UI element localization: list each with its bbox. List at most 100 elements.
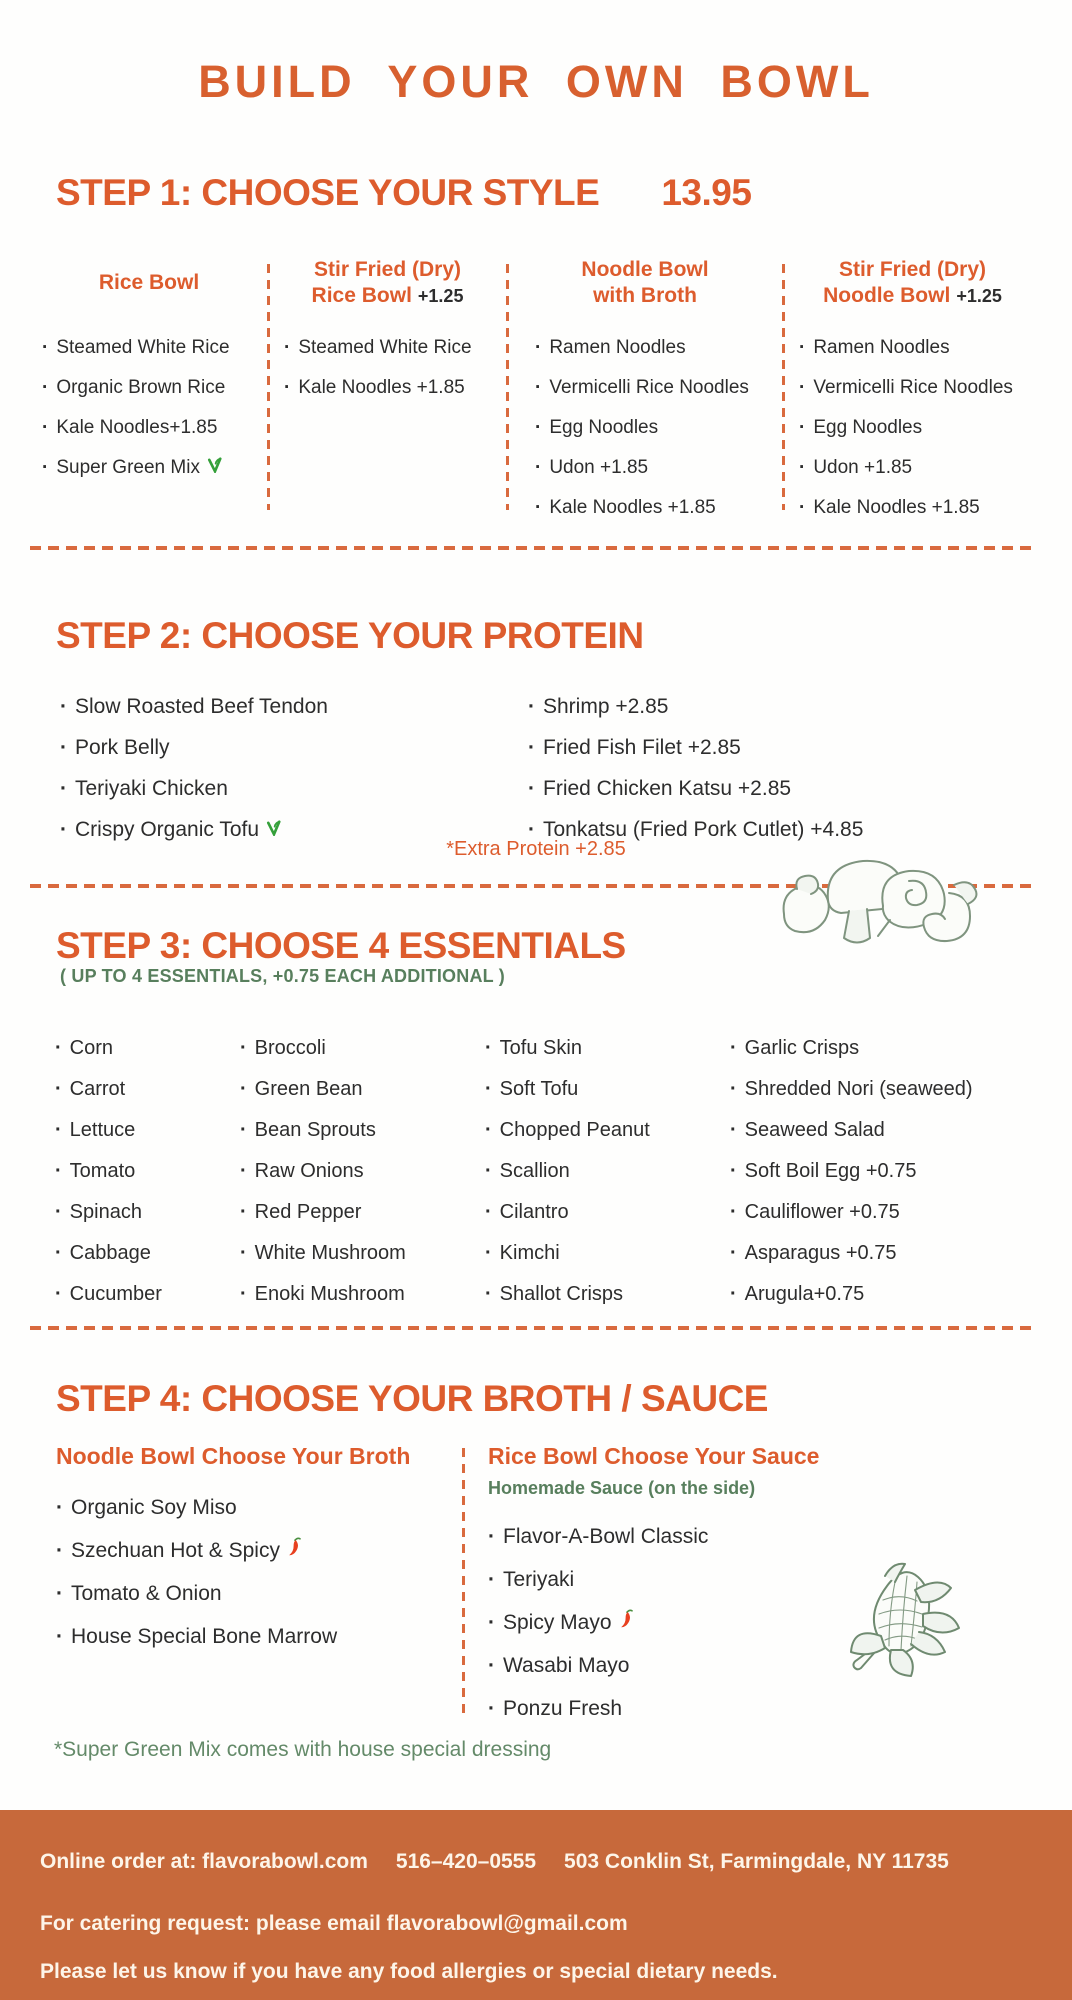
- menu-item: · Tomato: [55, 1151, 240, 1192]
- bullet-dot: ·: [528, 695, 535, 718]
- menu-item: · Kale Noodles+1.85: [42, 408, 268, 448]
- bullet-dot: ·: [56, 1582, 63, 1605]
- menu-item-label: Spinach: [69, 1201, 142, 1223]
- menu-item: · Asparagus +0.75: [730, 1233, 1040, 1274]
- bullet-dot: ·: [730, 1283, 737, 1305]
- menu-item-label: Organic Soy Miso: [71, 1496, 237, 1519]
- menu-item: · Shrimp +2.85: [528, 686, 1020, 727]
- menu-item-label: Ramen Noodles: [813, 337, 950, 358]
- step1-heading: STEP 1: CHOOSE YOUR STYLE 13.95: [56, 172, 752, 214]
- menu-item-label: Cilantro: [499, 1201, 569, 1223]
- bullet-dot: ·: [240, 1283, 247, 1305]
- menu-item-label: Vermicelli Rice Noodles: [549, 377, 749, 398]
- bullet-dot: ·: [42, 417, 49, 438]
- bullet-dot: ·: [485, 1201, 492, 1223]
- menu-item: · Soft Tofu: [485, 1069, 730, 1110]
- bullet-dot: ·: [488, 1525, 495, 1548]
- menu-item: · Tomato & Onion: [56, 1572, 451, 1615]
- menu-item-label: Asparagus +0.75: [744, 1242, 897, 1264]
- bullet-dot: ·: [55, 1037, 62, 1059]
- style-items-list: · Ramen Noodles · Vermicelli Rice Noodles · E…: [507, 328, 783, 528]
- menu-item-label: White Mushroom: [254, 1242, 406, 1264]
- bullet-dot: ·: [799, 377, 806, 398]
- menu-item: · Organic Brown Rice: [42, 368, 268, 408]
- broth-column-title: Noodle Bowl Choose Your Broth: [56, 1443, 411, 1469]
- menu-item: · Vermicelli Rice Noodles: [799, 368, 1042, 408]
- step2-heading: STEP 2: CHOOSE YOUR PROTEIN: [56, 615, 644, 656]
- bullet-dot: ·: [799, 457, 806, 478]
- step1-base-price: 13.95: [661, 172, 752, 213]
- footer-catering-line: For catering request: please email flavo…: [40, 1912, 628, 1935]
- bullet-dot: ·: [528, 818, 535, 841]
- menu-item-label: Bean Sprouts: [254, 1119, 376, 1141]
- menu-item: · Lettuce: [55, 1110, 240, 1151]
- menu-item: · Ponzu Fresh: [488, 1687, 908, 1730]
- menu-item-label: Steamed White Rice: [298, 337, 472, 358]
- menu-item-label: Chopped Peanut: [499, 1119, 650, 1141]
- page-title: BUILD YOUR OWN BOWL: [198, 56, 874, 107]
- bullet-dot: ·: [284, 337, 291, 358]
- menu-item: · Bean Sprouts: [240, 1110, 485, 1151]
- menu-item: · Wasabi Mayo: [488, 1644, 908, 1687]
- bullet-dot: ·: [535, 337, 542, 358]
- menu-item-label: Kimchi: [499, 1242, 560, 1264]
- bullet-dot: ·: [488, 1697, 495, 1720]
- bullet-dot: ·: [485, 1037, 492, 1059]
- corn-illustration: [845, 1556, 973, 1689]
- bullet-dot: ·: [55, 1242, 62, 1264]
- bullet-dot: ·: [799, 417, 806, 438]
- vegetarian-icon: [266, 809, 282, 850]
- menu-item: · Slow Roasted Beef Tendon: [60, 686, 528, 727]
- bullet-dot: ·: [485, 1242, 492, 1264]
- menu-item-label: Ponzu Fresh: [503, 1697, 623, 1720]
- section-divider: [30, 1326, 1038, 1330]
- menu-item: · Fried Chicken Katsu +2.85: [528, 768, 1020, 809]
- menu-item-label: Udon +1.85: [813, 457, 913, 478]
- extra-protein-note: *Extra Protein +2.85: [446, 838, 626, 860]
- bullet-dot: ·: [240, 1201, 247, 1223]
- bullet-dot: ·: [488, 1568, 495, 1591]
- menu-item-label: Enoki Mushroom: [254, 1283, 405, 1305]
- menu-item-label: Green Bean: [254, 1078, 363, 1100]
- protein-options: · Slow Roasted Beef Tendon · Pork Belly · Ter…: [60, 686, 1020, 850]
- bullet-dot: ·: [730, 1160, 737, 1182]
- style-title-line1: Noodle Bowl: [581, 258, 709, 282]
- menu-item-label: Cauliflower +0.75: [744, 1201, 900, 1223]
- bullet-dot: ·: [488, 1654, 495, 1677]
- menu-item-label: Fried Chicken Katsu +2.85: [543, 777, 792, 800]
- menu-item-label: Fried Fish Filet +2.85: [543, 736, 741, 759]
- menu-item-label: Kale Noodles +1.85: [813, 497, 980, 518]
- menu-item: · Spinach: [55, 1192, 240, 1233]
- bullet-dot: ·: [60, 736, 67, 759]
- style-title-price: +1.25: [417, 286, 464, 306]
- menu-item: · Teriyaki Chicken: [60, 768, 528, 809]
- menu-item: · Cauliflower +0.75: [730, 1192, 1040, 1233]
- menu-item: · Tonkatsu (Fried Pork Cutlet) +4.85: [528, 809, 1020, 850]
- sauce-column-title: Rice Bowl Choose Your Sauce: [488, 1443, 820, 1469]
- menu-item-label: Teriyaki Chicken: [75, 777, 228, 800]
- menu-item: · Green Bean: [240, 1069, 485, 1110]
- menu-item: · Egg Noodles: [535, 408, 783, 448]
- section-divider: [30, 884, 1038, 888]
- bullet-dot: ·: [240, 1160, 247, 1182]
- bullet-dot: ·: [535, 417, 542, 438]
- menu-item-label: Raw Onions: [254, 1160, 364, 1182]
- menu-item-label: Wasabi Mayo: [503, 1654, 630, 1677]
- bullet-dot: ·: [240, 1037, 247, 1059]
- menu-item: · Flavor-A-Bowl Classic: [488, 1515, 908, 1558]
- menu-item: · Teriyaki: [488, 1558, 908, 1601]
- super-green-mix-footnote: *Super Green Mix comes with house specia…: [54, 1738, 552, 1761]
- menu-item-label: Kale Noodles +1.85: [298, 377, 465, 398]
- essentials-grid: · Corn · Carrot · Lettuce · Tomato · Spinach · Cabb…: [55, 1028, 1040, 1315]
- menu-item: · Corn: [55, 1028, 240, 1069]
- menu-item-label: Scallion: [499, 1160, 570, 1182]
- menu-item-label: Arugula+0.75: [744, 1283, 865, 1305]
- menu-item: · Soft Boil Egg +0.75: [730, 1151, 1040, 1192]
- essentials-column-3: · Tofu Skin · Soft Tofu · Chopped Peanut · Scal…: [485, 1028, 730, 1315]
- menu-item-label: Udon +1.85: [549, 457, 649, 478]
- essentials-column-2: · Broccoli · Green Bean · Bean Sprouts · Raw On…: [240, 1028, 485, 1315]
- footer-contact-line: Online order at: flavorabowl.com 516–420–…: [40, 1850, 977, 1874]
- step1-heading-text: STEP 1: CHOOSE YOUR STYLE: [56, 172, 600, 213]
- chili-icon: [287, 1529, 302, 1572]
- protein-items-list: · Slow Roasted Beef Tendon · Pork Belly · Ter…: [60, 686, 528, 850]
